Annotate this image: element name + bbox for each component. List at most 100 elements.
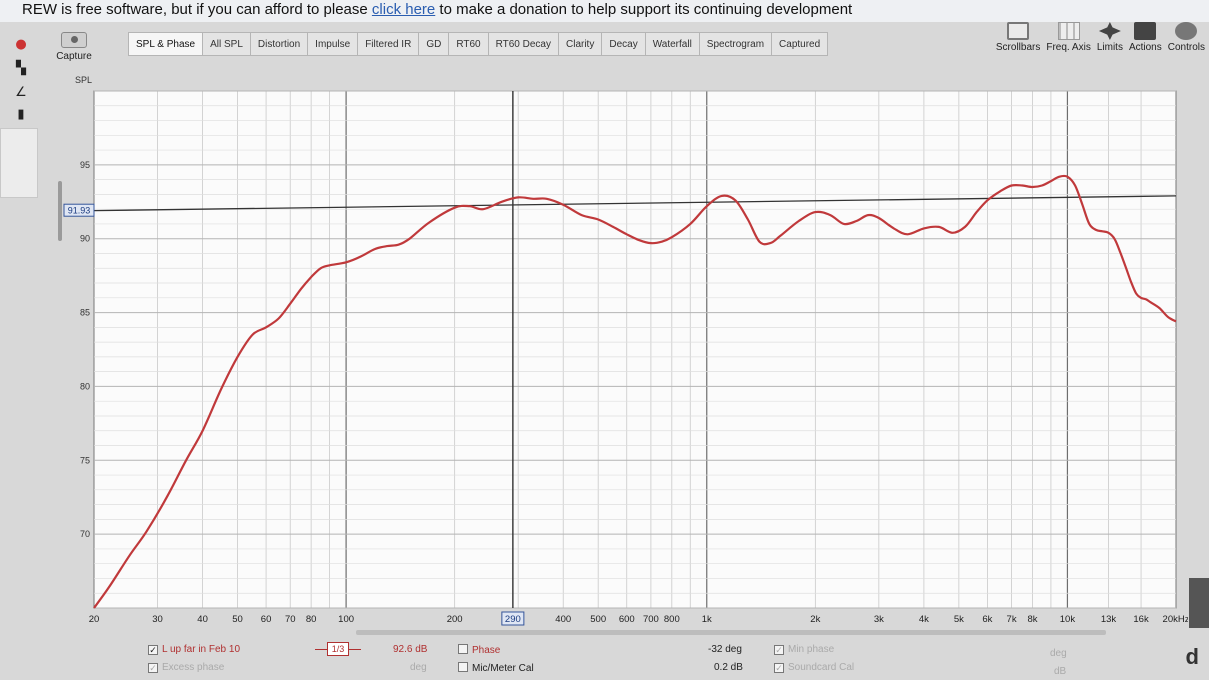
tab-captured[interactable]: Captured [771,32,829,56]
tab-all-spl[interactable]: All SPL [202,32,250,56]
x-tick-label: 4k [919,614,929,625]
plot-area [93,90,1177,609]
pencil-icon[interactable]: ∠ [15,85,27,100]
tab-filtered-ir[interactable]: Filtered IR [357,32,419,56]
scrollbars-label: Scrollbars [995,42,1041,53]
tab-rt60-decay[interactable]: RT60 Decay [487,32,558,56]
x-tick-label: 20kHz [1163,614,1188,625]
mic-cal-checkbox[interactable]: Mic/Meter Cal [458,662,534,674]
donation-banner: REW is free software, but if you can aff… [0,0,1209,22]
limits-button[interactable]: Limits [1097,22,1123,58]
spl-series [93,174,1177,609]
capture-button[interactable]: Capture [52,32,96,62]
grid-icon [1057,22,1080,40]
x-tick-label: 400 [555,614,571,625]
y-tick-label: 90 [80,234,90,244]
x-tick-label: 500 [590,614,606,625]
cursor-x-label: 290 [505,614,521,625]
min-phase-checkbox[interactable]: ✓ Min phase [774,644,834,655]
check-icon: ✓ [148,663,158,673]
x-tick-label: 3k [874,614,884,625]
cal-value: 0.2 dB [714,662,743,673]
x-tick-label: 6k [982,614,992,625]
trace-legend: ✓ L up far in Feb 10 ✓ Excess phase 1/3 92… [140,640,1100,680]
x-tick-label: 60 [261,614,272,625]
soundcard-cal-label: Soundcard Cal [788,662,855,673]
x-tick-label: 8k [1027,614,1037,625]
x-tick-label: 600 [619,614,635,625]
y-tick-label: 95 [80,160,90,170]
gear-icon [1175,22,1198,40]
excess-phase-checkbox[interactable]: ✓ Excess phase [148,662,224,673]
file-icon[interactable]: ▮ [17,107,25,122]
x-tick-label: 700 [643,614,659,625]
cursor-y-label: 91.93 [68,206,91,216]
soundcard-cal-checkbox[interactable]: ✓ Soundcard Cal [774,662,854,673]
banner-text-before: REW is free software, but if you can aff… [22,1,372,18]
x-tick-label: 13k [1101,614,1117,625]
spl-chart-svg[interactable]: 70 75 80 85 90 95 SPL 20 30 40 50 60 70 80 100 200 400 50… [56,66,1188,666]
tab-distortion[interactable]: Distortion [249,32,308,56]
y-axis-label: SPL [75,75,92,85]
tab-rt60[interactable]: RT60 [448,32,488,56]
trace-checkbox[interactable]: ✓ L up far in Feb 10 [148,644,240,655]
min-phase-label: Min phase [788,644,835,655]
phase-value: -32 deg [708,644,742,655]
tab-gd[interactable]: GD [418,32,449,56]
measurement-icon[interactable]: ▚ [16,61,26,76]
cursor-x-box [501,611,525,626]
scrollbars-button[interactable]: Scrollbars [996,22,1040,58]
corner-letter: d [1185,644,1199,669]
spl-graph[interactable]: 70 75 80 85 90 95 SPL 20 30 40 50 60 70 80 100 200 400 50… [56,66,1188,666]
rew-window: ● ▚ ∠ ▮ Capture SPL & Phase All SPL Dist… [0,22,1209,680]
level-unit: deg [410,662,427,673]
checkbox-icon [458,662,468,672]
graph-tabs: SPL & Phase All SPL Distortion Impulse F… [128,32,829,56]
x-tick-label: 7k [1007,614,1017,625]
x-tick-label: 30 [152,614,163,625]
excess-phase-label: Excess phase [162,662,225,673]
smoothing-selector[interactable]: 1/3 [315,642,361,656]
smoothing-value: 1/3 [327,642,349,656]
x-tick-label: 5k [954,614,964,625]
y-tick-label: 70 [80,529,90,539]
actions-label: Actions [1128,42,1162,53]
x-tick-label: 100 [338,614,354,625]
right-unit-db: dB [1054,666,1067,677]
controls-button[interactable]: Controls [1168,22,1205,58]
check-icon: ✓ [774,663,784,673]
controls-label: Controls [1167,42,1205,53]
x-tick-label: 2k [810,614,820,625]
check-icon: ✓ [148,645,158,655]
camera-icon [61,32,87,48]
tab-clarity[interactable]: Clarity [558,32,602,56]
close-circle-icon[interactable]: ● [15,37,27,52]
checkbox-icon [458,644,468,654]
arrows-icon [1098,22,1121,40]
x-tick-label: 16k [1133,614,1149,625]
tab-impulse[interactable]: Impulse [307,32,358,56]
x-tick-label: 80 [306,614,317,625]
trace-name: L up far in Feb 10 [162,644,241,655]
y-tick-label: 80 [80,381,90,391]
x-tick-label: 800 [664,614,680,625]
monitor-icon [1007,22,1030,40]
banner-text-after: to make a donation to help support its c… [435,1,853,18]
actions-button[interactable]: Actions [1129,22,1162,58]
donation-link[interactable]: click here [371,1,436,18]
cursor-y-box [63,203,95,217]
phase-checkbox[interactable]: Phase [458,644,500,656]
x-tick-label: 50 [232,614,243,625]
tab-spectrogram[interactable]: Spectrogram [698,32,772,56]
tab-waterfall[interactable]: Waterfall [644,32,699,56]
check-icon: ✓ [774,645,784,655]
side-panel-edge[interactable] [1189,578,1209,628]
tab-spl-phase[interactable]: SPL & Phase [128,32,203,56]
mic-cal-label: Mic/Meter Cal [472,663,534,674]
freq-axis-button[interactable]: Freq. Axis [1046,22,1091,58]
x-tick-label: 1k [702,614,712,625]
tab-decay[interactable]: Decay [601,32,645,56]
horizontal-scrollbar [356,630,1106,635]
y-tick-label: 75 [80,455,90,465]
reference-line [93,195,1177,212]
